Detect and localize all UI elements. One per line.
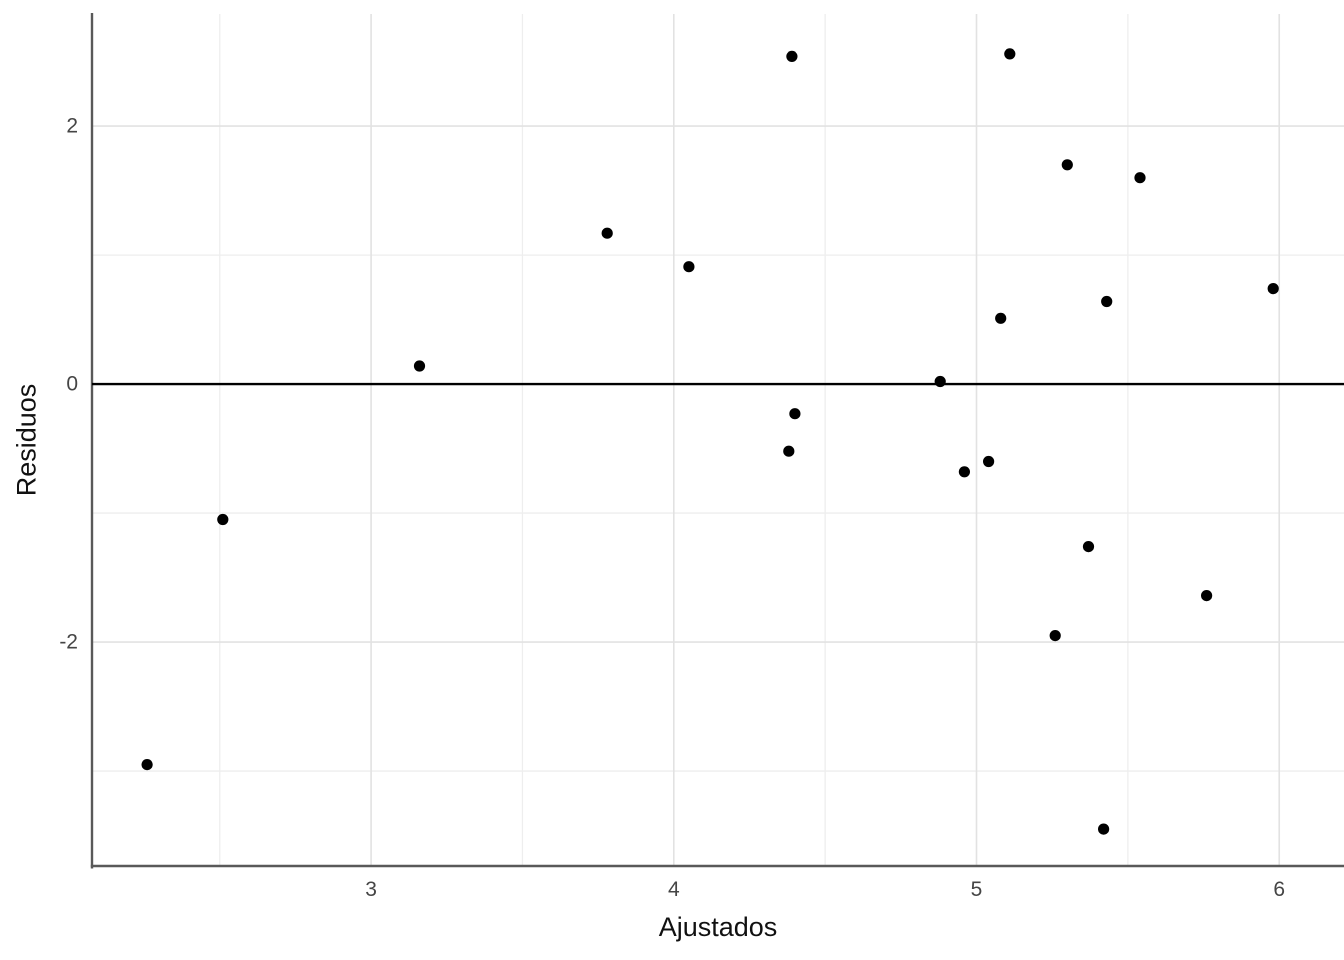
data-point bbox=[1267, 283, 1279, 295]
x-tick-label: 3 bbox=[365, 878, 377, 901]
y-tick-label: 0 bbox=[66, 372, 78, 396]
data-point bbox=[983, 455, 995, 468]
data-point bbox=[1134, 172, 1146, 184]
data-point bbox=[683, 261, 695, 273]
x-tick-label: 6 bbox=[1273, 878, 1286, 901]
data-point bbox=[1061, 159, 1073, 171]
data-point bbox=[217, 513, 229, 526]
data-point bbox=[1101, 295, 1113, 308]
data-point bbox=[958, 466, 971, 478]
data-point bbox=[995, 312, 1007, 324]
data-point bbox=[789, 408, 801, 420]
data-point bbox=[934, 375, 946, 388]
data-point bbox=[413, 360, 426, 372]
y-tick-label: -2 bbox=[59, 630, 78, 654]
y-axis-title: Residuos bbox=[11, 383, 42, 497]
x-tick-label: 4 bbox=[667, 878, 680, 901]
data-point bbox=[1201, 590, 1213, 602]
x-tick-label: 5 bbox=[970, 878, 983, 901]
data-point bbox=[1004, 48, 1016, 60]
y-tick-label: 2 bbox=[66, 114, 78, 138]
data-point bbox=[141, 759, 153, 771]
data-point bbox=[1082, 541, 1095, 553]
x-axis-title: Ajustados bbox=[658, 912, 778, 942]
data-point bbox=[783, 445, 795, 457]
data-point bbox=[1049, 630, 1061, 642]
data-point bbox=[601, 227, 613, 239]
data-point bbox=[1098, 823, 1110, 835]
data-point bbox=[786, 50, 798, 63]
